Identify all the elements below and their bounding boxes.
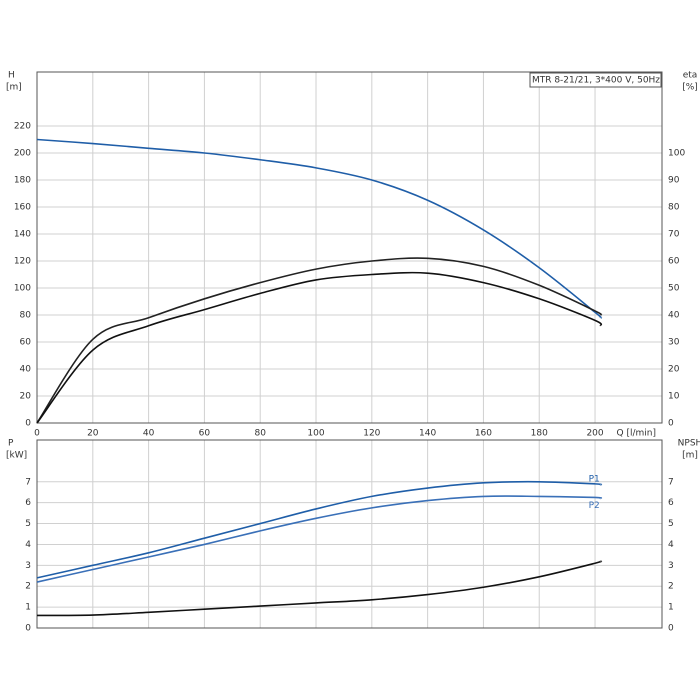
- y-axis-unit: [kW]: [6, 451, 27, 461]
- y2-tick-label: 6: [668, 498, 674, 508]
- series-line: [36, 138, 603, 319]
- y2-tick-label: 0: [668, 419, 674, 429]
- y2-tick-label: 4: [668, 540, 674, 550]
- y2-tick-label: 90: [668, 176, 680, 186]
- x-tick-label: 100: [307, 429, 324, 439]
- x-tick-label: 120: [363, 429, 380, 439]
- x-tick-label: 180: [531, 429, 548, 439]
- y-tick-label: 3: [25, 561, 31, 571]
- x-tick-label: 80: [254, 429, 266, 439]
- title-box: [529, 72, 662, 88]
- series-line: [36, 495, 603, 583]
- y-tick-label: 0: [25, 419, 31, 429]
- y-tick-label: 120: [14, 257, 31, 267]
- y-tick-label: 5: [25, 519, 31, 529]
- y-tick-label: 2: [25, 582, 31, 592]
- y2-tick-label: 3: [668, 561, 674, 571]
- x-axis-label: Q [l/min]: [617, 429, 656, 439]
- plot-frame: [36, 439, 663, 629]
- chart-title: MTR 8-21/21, 3*400 V, 50Hz: [532, 76, 660, 86]
- y2-tick-label: 100: [668, 149, 685, 159]
- y2-tick-label: 10: [668, 392, 680, 402]
- y-axis-label: H: [8, 71, 15, 81]
- y-tick-label: 220: [14, 122, 31, 132]
- y-axis-unit: [m]: [6, 83, 22, 93]
- y2-tick-label: 40: [668, 311, 680, 321]
- y-tick-label: 4: [25, 540, 31, 550]
- series-label: P1: [589, 474, 600, 484]
- y2-axis-unit: [m]: [682, 451, 698, 461]
- y2-tick-label: 0: [668, 624, 674, 634]
- x-tick-label: 0: [34, 429, 40, 439]
- y-tick-label: 60: [20, 338, 32, 348]
- x-tick-label: 60: [199, 429, 211, 439]
- y2-tick-label: 30: [668, 338, 680, 348]
- y-tick-label: 160: [14, 203, 31, 213]
- y-tick-label: 1: [25, 603, 31, 613]
- series-line: [36, 560, 603, 617]
- y-tick-label: 0: [25, 624, 31, 634]
- y-tick-label: 6: [25, 498, 31, 508]
- y-axis-label: P: [8, 439, 14, 449]
- series-line: [36, 257, 603, 424]
- x-tick-label: 200: [586, 429, 603, 439]
- y-tick-label: 7: [25, 477, 31, 487]
- plot-frame: [36, 71, 663, 424]
- y2-axis-label: NPSH: [678, 439, 700, 449]
- y2-tick-label: 50: [668, 284, 680, 294]
- y2-tick-label: 20: [668, 365, 680, 375]
- y-tick-label: 20: [20, 392, 32, 402]
- y2-tick-label: 60: [668, 257, 680, 267]
- y-tick-label: 140: [14, 230, 31, 240]
- x-tick-label: 40: [143, 429, 155, 439]
- y2-tick-label: 2: [668, 582, 674, 592]
- y-tick-label: 200: [14, 149, 31, 159]
- series-line: [36, 271, 603, 424]
- x-tick-label: 20: [87, 429, 99, 439]
- series-line: [36, 480, 603, 579]
- y2-tick-label: 1: [668, 603, 674, 613]
- y2-tick-label: 5: [668, 519, 674, 529]
- y-tick-label: 100: [14, 284, 31, 294]
- y2-axis-label: eta: [683, 71, 698, 81]
- series-label: P2: [589, 501, 600, 511]
- y-tick-label: 80: [20, 311, 32, 321]
- y2-tick-label: 7: [668, 477, 674, 487]
- y-tick-label: 40: [20, 365, 32, 375]
- y2-tick-label: 80: [668, 203, 680, 213]
- x-tick-label: 140: [419, 429, 436, 439]
- y2-axis-unit: [%]: [682, 83, 698, 93]
- y2-tick-label: 70: [668, 230, 680, 240]
- y-tick-label: 180: [14, 176, 31, 186]
- x-tick-label: 160: [475, 429, 492, 439]
